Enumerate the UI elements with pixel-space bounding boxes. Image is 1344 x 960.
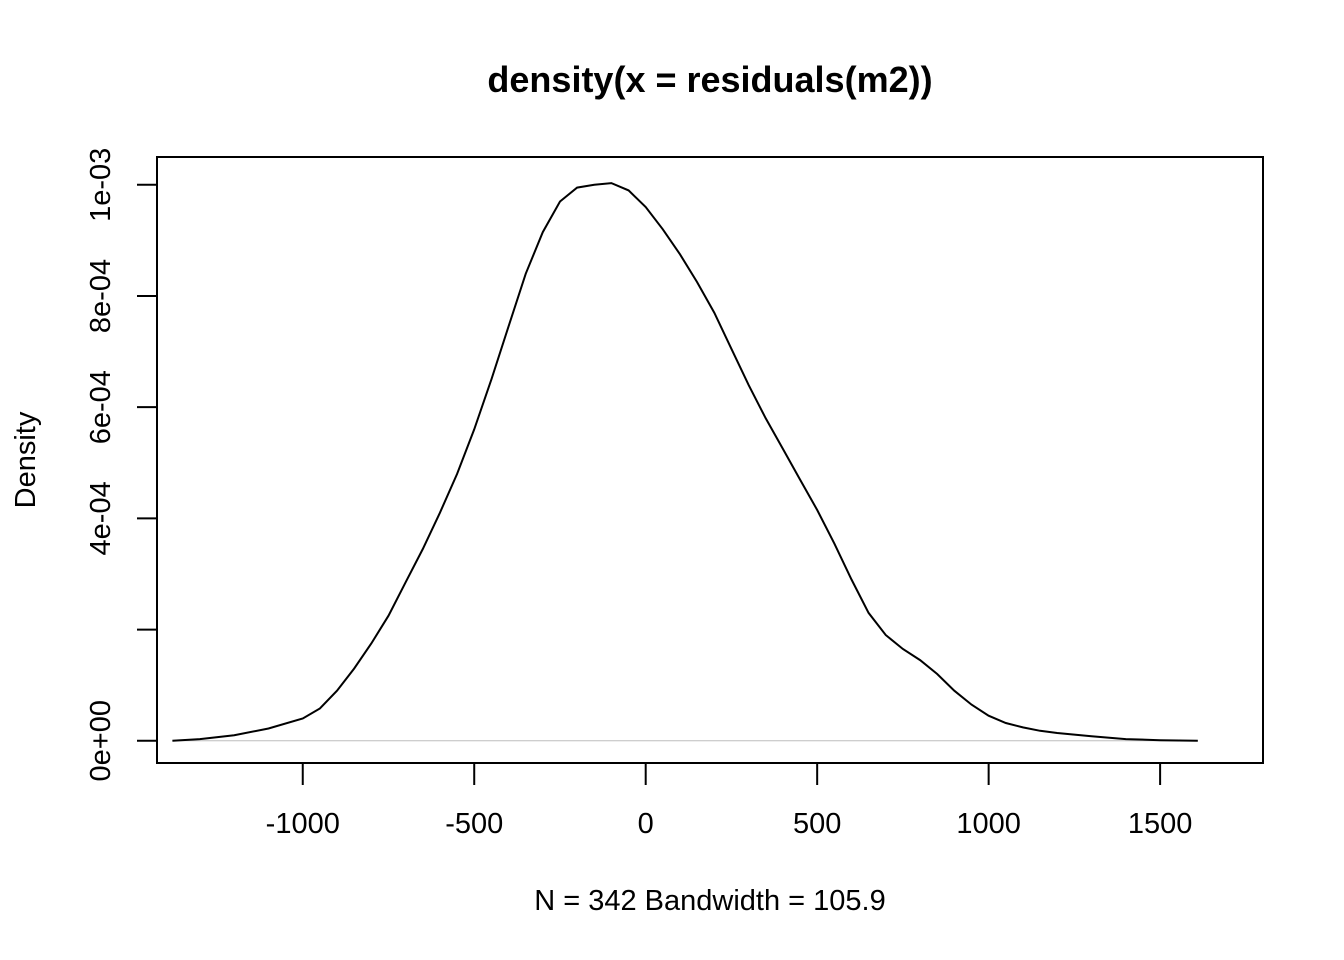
y-tick-label: 0e+00: [85, 700, 117, 781]
plot-box: [156, 156, 1264, 764]
x-tick-label: 0: [638, 808, 654, 840]
chart-title: density(x = residuals(m2)): [487, 59, 932, 100]
x-axis: -1000 -500 0 500 1000 1500: [266, 762, 1193, 840]
y-tick-label: 1e-03: [85, 148, 117, 222]
y-axis: 0e+00 4e-04 6e-04 8e-04 1e-03: [85, 148, 158, 781]
x-axis-label: N = 342 Bandwidth = 105.9: [534, 885, 885, 917]
density-curve: [172, 182, 1198, 742]
x-tick-label: 500: [793, 808, 841, 840]
y-tick-label: 4e-04: [85, 481, 117, 555]
y-tick-label: 6e-04: [85, 370, 117, 444]
x-tick-label: -1000: [266, 808, 340, 840]
x-tick-label: 1000: [956, 808, 1021, 840]
x-tick-label: -500: [445, 808, 503, 840]
x-tick-label: 1500: [1128, 808, 1193, 840]
y-axis-label: Density: [10, 411, 42, 508]
y-tick-label: 8e-04: [85, 259, 117, 333]
